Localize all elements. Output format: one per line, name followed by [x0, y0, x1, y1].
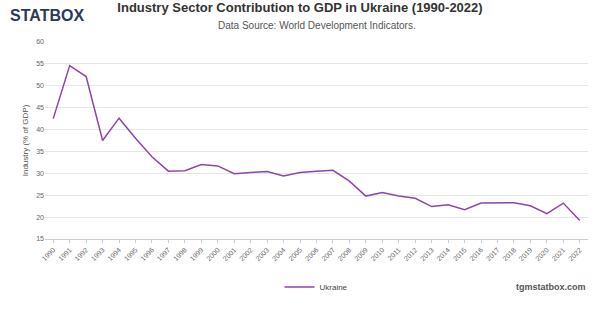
svg-text:1996: 1996 [139, 246, 155, 262]
svg-text:60: 60 [36, 38, 44, 45]
svg-text:1998: 1998 [172, 246, 188, 262]
svg-text:1999: 1999 [189, 246, 205, 262]
svg-text:2002: 2002 [238, 246, 254, 262]
svg-text:1993: 1993 [90, 246, 106, 262]
svg-text:20: 20 [36, 214, 44, 221]
svg-text:2018: 2018 [501, 246, 517, 262]
svg-text:2012: 2012 [402, 246, 418, 262]
svg-text:2004: 2004 [271, 246, 287, 262]
svg-text:2000: 2000 [205, 246, 221, 262]
svg-text:1992: 1992 [73, 246, 89, 262]
svg-text:2011: 2011 [386, 246, 402, 262]
svg-text:50: 50 [36, 82, 44, 89]
svg-text:Ukraine: Ukraine [320, 283, 348, 292]
svg-text:1997: 1997 [156, 246, 172, 262]
svg-text:2007: 2007 [320, 246, 336, 262]
svg-text:Industry Sector Contribution t: Industry Sector Contribution to GDP in U… [117, 0, 482, 15]
svg-text:2006: 2006 [304, 246, 320, 262]
svg-text:tgmstatbox.com: tgmstatbox.com [516, 282, 586, 292]
svg-text:2009: 2009 [353, 246, 369, 262]
svg-text:40: 40 [36, 126, 44, 133]
svg-text:2022: 2022 [567, 246, 583, 262]
svg-text:1994: 1994 [106, 246, 122, 262]
svg-text:1991: 1991 [57, 246, 73, 262]
svg-text:2015: 2015 [452, 246, 468, 262]
svg-text:55: 55 [36, 60, 44, 67]
svg-text:45: 45 [36, 104, 44, 111]
svg-text:2010: 2010 [370, 246, 386, 262]
svg-text:1990: 1990 [40, 246, 56, 262]
svg-text:2014: 2014 [435, 246, 451, 262]
svg-text:STATBOX: STATBOX [10, 7, 84, 24]
svg-text:30: 30 [36, 170, 44, 177]
svg-text:2019: 2019 [518, 246, 534, 262]
svg-text:2005: 2005 [287, 246, 303, 262]
svg-text:2001: 2001 [221, 246, 237, 262]
svg-text:2017: 2017 [485, 246, 501, 262]
svg-text:2008: 2008 [337, 246, 353, 262]
svg-text:1995: 1995 [123, 246, 139, 262]
svg-text:Industry (% of GDP): Industry (% of GDP) [21, 104, 30, 176]
svg-text:35: 35 [36, 148, 44, 155]
svg-text:2021: 2021 [551, 246, 567, 262]
svg-text:15: 15 [36, 235, 44, 242]
svg-text:2013: 2013 [419, 246, 435, 262]
svg-text:25: 25 [36, 192, 44, 199]
svg-text:2016: 2016 [468, 246, 484, 262]
svg-text:2003: 2003 [254, 246, 270, 262]
svg-text:Data Source: World Development: Data Source: World Development Indicator… [218, 20, 416, 31]
svg-text:2020: 2020 [534, 246, 550, 262]
